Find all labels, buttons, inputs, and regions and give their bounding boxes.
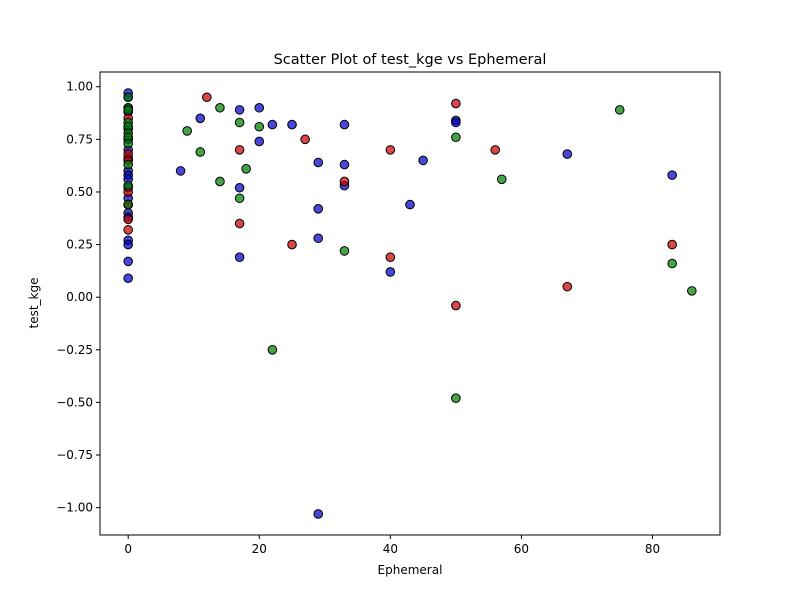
data-point [313,204,324,214]
data-point [490,145,501,155]
data-point [385,267,396,277]
data-point [123,159,133,170]
data-point [234,145,245,155]
data-point [123,92,133,103]
data-point [614,105,625,115]
data-point [123,105,133,115]
data-point [313,509,324,519]
points-layer [123,88,697,519]
data-point [234,105,245,115]
data-point [182,126,192,136]
data-point [254,136,265,147]
data-point [496,174,507,185]
data-point [123,180,133,191]
data-point [451,393,461,404]
data-point [451,300,461,311]
data-point [241,164,251,174]
data-point [202,92,212,103]
data-point [123,239,133,250]
data-point [195,147,206,157]
data-point [234,117,245,128]
x-tick-label: 0 [124,542,132,556]
data-point [385,145,396,155]
x-tick-label: 80 [645,542,660,556]
x-axis-label: Ephemeral [378,563,443,577]
data-point [451,132,461,143]
data-point [418,155,428,166]
data-point [123,256,133,267]
y-tick-label: 0.25 [66,238,93,252]
data-point [215,176,225,187]
data-point [123,273,133,284]
data-point [123,225,133,235]
data-point [313,233,324,244]
x-axis-ticks: 0 20 40 60 80 [124,535,660,556]
data-point [123,199,133,210]
data-point [562,149,573,159]
y-tick-label: 0.50 [66,185,93,199]
data-point [254,102,265,113]
data-point [339,159,350,170]
data-point [267,345,278,355]
y-axis-ticks: −1.00 −0.75 −0.50 −0.25 0.00 0.25 0.50 0.75 1.00 [56,80,100,515]
data-point [175,166,186,176]
data-point [313,157,324,168]
data-point [385,252,396,263]
data-point [339,119,350,130]
x-tick-label: 40 [383,542,398,556]
data-point [562,281,573,292]
data-point [667,239,677,250]
y-tick-label: −0.50 [56,395,93,409]
chart-title: Scatter Plot of test_kge vs Ephemeral [274,52,547,68]
data-point [300,134,310,145]
data-point [234,182,245,193]
data-point [451,117,461,128]
y-tick-label: 0.00 [66,290,93,304]
plot-frame [99,71,721,536]
data-point [405,199,415,210]
y-tick-label: −1.00 [56,501,93,515]
x-tick-label: 60 [514,542,529,556]
y-tick-label: −0.25 [56,343,93,357]
data-point [123,138,133,149]
y-tick-label: −0.75 [56,448,93,462]
y-tick-label: 1.00 [66,80,93,94]
data-point [339,176,350,187]
data-point [339,246,350,256]
data-point [667,258,677,269]
x-tick-label: 20 [252,542,267,556]
data-point [667,170,677,180]
data-point [267,119,278,130]
data-point [451,98,461,109]
data-point [234,218,245,229]
y-axis-label: test_kge [27,278,41,329]
data-point [234,252,245,263]
data-point [123,214,133,225]
data-point [287,119,297,130]
data-point [215,102,225,113]
data-point [254,121,265,132]
data-point [287,239,297,250]
y-tick-label: 0.75 [66,132,93,146]
data-point [687,286,697,296]
data-point [195,113,206,124]
data-point [234,193,245,204]
